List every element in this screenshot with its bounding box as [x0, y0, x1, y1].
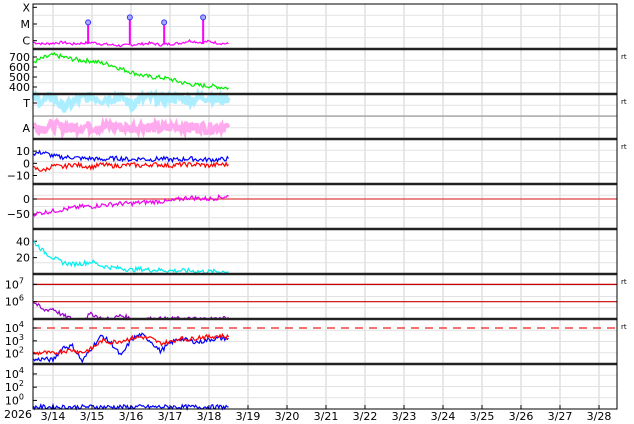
- x-tick-label: 3/27: [548, 410, 573, 423]
- x-tick-label: 3/17: [158, 410, 183, 423]
- series-line-xray-0: [33, 38, 229, 48]
- flare-marker: [200, 14, 207, 21]
- x-tick-label: 3/22: [353, 410, 378, 423]
- tick-exponent: 3: [19, 333, 24, 342]
- y-tick-label: 104: [5, 320, 24, 335]
- series-line-proton-1: [33, 332, 230, 356]
- panel-dst: 0−50: [7, 182, 617, 221]
- y-tick-label: 10: [16, 145, 30, 158]
- x-tick-label: 3/20: [275, 410, 300, 423]
- x-tick-label: 3/16: [119, 410, 144, 423]
- y-tick-label: 106: [5, 294, 24, 309]
- tick-base: 10: [5, 394, 19, 407]
- y-tick-label: 104: [5, 366, 24, 381]
- y-tick-label: 0: [23, 157, 30, 170]
- panel-bfield: 100−10 rt: [7, 137, 627, 182]
- y-tick-label: M: [21, 18, 31, 31]
- y-tick-label: C: [22, 35, 30, 48]
- flare-marker: [85, 19, 92, 26]
- flare-marker: [161, 19, 168, 26]
- y-tick-label: 102: [5, 379, 24, 394]
- y-tick-label: −50: [7, 208, 30, 221]
- series-line-bfield-0: [33, 149, 229, 164]
- rt-label: rt: [621, 323, 627, 331]
- x-tick-label: 3/28: [587, 410, 612, 423]
- tick-base: 10: [5, 348, 19, 361]
- y-tick-label: A: [22, 122, 30, 135]
- tick-exponent: 2: [19, 346, 24, 355]
- tick-exponent: 4: [19, 366, 24, 375]
- series-line-ta-0: [32, 116, 231, 141]
- tick-base: 10: [5, 278, 19, 291]
- rt-label: rt: [621, 278, 627, 286]
- tick-exponent: 0: [19, 392, 24, 401]
- year-label: 2026: [4, 408, 32, 421]
- x-tick-label: 3/19: [236, 410, 261, 423]
- x-tick-label: 3/14: [41, 410, 66, 423]
- y-tick-label: 107: [5, 276, 24, 291]
- series-line-density-0: [33, 240, 229, 275]
- y-tick-label: 20: [16, 252, 30, 265]
- y-tick-label: 700: [9, 51, 30, 64]
- plot-frame: [32, 3, 618, 410]
- y-tick-label: −10: [7, 169, 30, 182]
- tick-exponent: 2: [19, 379, 24, 388]
- x-tick-label: 3/18: [197, 410, 222, 423]
- tick-base: 10: [5, 368, 19, 381]
- y-tick-label: 0: [23, 193, 30, 206]
- rt-label: rt: [621, 98, 627, 106]
- x-tick-label: 3/21: [314, 410, 339, 423]
- tick-base: 10: [5, 322, 19, 335]
- y-tick-label: T: [22, 97, 30, 110]
- x-tick-label: 3/23: [392, 410, 417, 423]
- x-tick-label: 3/26: [509, 410, 534, 423]
- y-tick-label: 600: [9, 61, 30, 74]
- series-line-dst-0: [32, 193, 229, 217]
- rt-label: rt: [621, 53, 627, 61]
- tick-exponent: 7: [19, 276, 24, 285]
- series-line-speed-0: [33, 51, 229, 91]
- y-tick-label: 100: [5, 392, 24, 407]
- panel-xray: XMC: [21, 1, 617, 48]
- rt-label: rt: [621, 143, 627, 151]
- y-tick-label: 102: [5, 346, 24, 361]
- y-tick-label: X: [22, 1, 30, 14]
- tick-base: 10: [5, 296, 19, 309]
- y-tick-label: 40: [16, 235, 30, 248]
- tick-exponent: 6: [19, 294, 24, 303]
- flare-marker: [126, 14, 133, 21]
- tick-base: 10: [5, 381, 19, 394]
- x-tick-label: 3/25: [470, 410, 495, 423]
- y-tick-label: 500: [9, 71, 30, 84]
- x-tick-label: 3/15: [80, 410, 105, 423]
- series-line-bfield-1: [33, 161, 229, 173]
- y-tick-label: 103: [5, 333, 24, 348]
- series-line-ta-1: [31, 87, 231, 115]
- y-tick-label: 400: [9, 81, 30, 94]
- tick-exponent: 4: [19, 320, 24, 329]
- tick-base: 10: [5, 335, 19, 348]
- x-tick-label: 3/24: [431, 410, 456, 423]
